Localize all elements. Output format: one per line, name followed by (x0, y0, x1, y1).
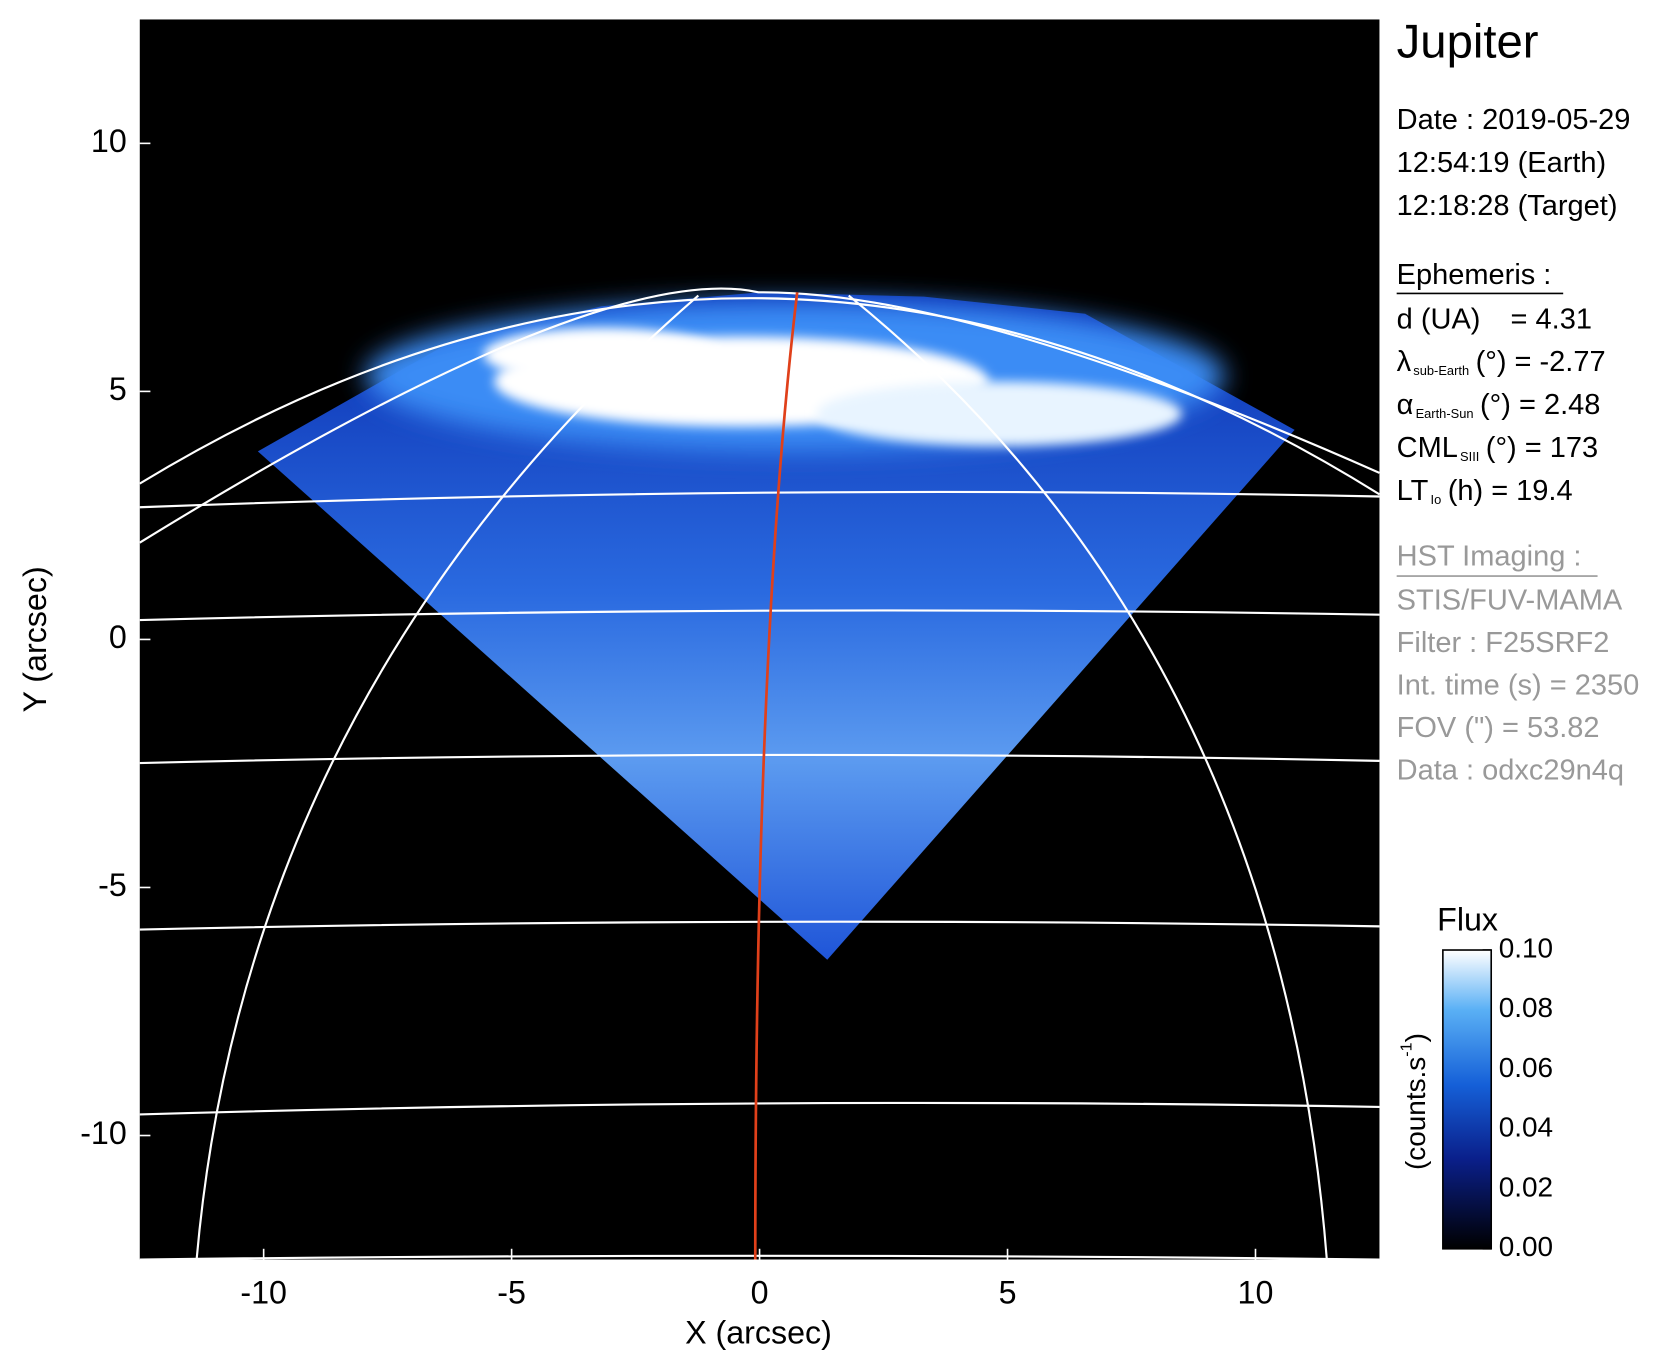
ephemeris-rest: (°) = 2.48 (1480, 389, 1600, 421)
hst-line: STIS/FUV-MAMA (1397, 584, 1623, 616)
ephemeris-sub: Earth-Sun (1416, 406, 1474, 421)
ephemeris-rest: (°) = 173 (1486, 432, 1598, 464)
x-tick-label: -5 (497, 1275, 526, 1311)
ephemeris-sub: SIII (1460, 449, 1479, 464)
axes: -10 -5 0 5 10 -10 -5 0 5 10 0.00 0.02 0.04 0.06 0.08 0.… (80, 123, 1553, 1311)
x-axis-label: X (arcsec) (685, 1314, 832, 1350)
ephemeris-line: LT Io (h) = 19.4 (1397, 475, 1573, 507)
colorbar-label: (counts.s-1) (1398, 1033, 1432, 1170)
ephemeris-rest: = 4.31 (1511, 303, 1592, 335)
ephemeris-rest: (°) = -2.77 (1476, 346, 1606, 378)
hst-line: Data : odxc29n4q (1397, 755, 1624, 787)
ephemeris-name: d (UA) (1397, 303, 1481, 335)
central-meridian (753, 292, 799, 1260)
image-area (139, 19, 1380, 1260)
y-tick-label: 5 (109, 371, 127, 407)
ephemeris-sub: sub-Earth (1413, 363, 1469, 378)
date-line: 12:18:28 (Target) (1397, 190, 1618, 222)
colorbar-title: Flux (1437, 902, 1498, 938)
colorbar-tick-label: 0.04 (1499, 1112, 1553, 1143)
date-line: Date : 2019-05-29 (1397, 104, 1631, 136)
colorbar-tick-label: 0.06 (1499, 1052, 1553, 1083)
ephemeris-line: d (UA) = 4.31 (1397, 303, 1592, 335)
y-tick-label: 10 (91, 123, 127, 159)
ephemeris-heading: Ephemeris : (1397, 259, 1552, 291)
x-tick-label: 10 (1238, 1275, 1274, 1311)
y-tick-label: -5 (98, 867, 127, 903)
x-tick-label: 0 (751, 1275, 769, 1311)
colorbar-label-text: (counts.s (1401, 1057, 1432, 1170)
hst-heading: HST Imaging : (1397, 540, 1582, 572)
colorbar-label-end: ) (1401, 1033, 1432, 1042)
hst-line: Filter : F25SRF2 (1397, 627, 1610, 659)
colorbar (1442, 949, 1493, 1250)
ephemeris-rest: (h) = 19.4 (1448, 475, 1573, 507)
ephemeris-line: CML SIII (°) = 173 (1397, 432, 1598, 464)
date-line: 12:54:19 (Earth) (1397, 147, 1607, 179)
observed-region (257, 292, 1295, 960)
ephemeris-line: α Earth-Sun (°) = 2.48 (1397, 389, 1601, 421)
colorbar-tick-label: 0.10 (1499, 932, 1553, 963)
colorbar-label-sup: -1 (1398, 1042, 1416, 1056)
hst-line: Int. time (s) = 2350 (1397, 670, 1640, 702)
x-tick-label: 5 (999, 1275, 1017, 1311)
ephemeris-name: CML (1397, 432, 1458, 464)
y-axis-label: Y (arcsec) (17, 566, 53, 712)
colorbar-tick-label: 0.02 (1499, 1171, 1553, 1202)
planet-title: Jupiter (1397, 16, 1539, 69)
ephemeris-sub: Io (1431, 492, 1442, 507)
ephemeris-name: LT (1397, 475, 1429, 507)
x-tick-label: -10 (240, 1275, 287, 1311)
ephemeris-name: λ (1397, 346, 1412, 378)
y-tick-label: 0 (109, 619, 127, 655)
colorbar-tick-label: 0.00 (1499, 1231, 1553, 1262)
y-tick-label: -10 (80, 1115, 127, 1151)
hst-line: FOV (") = 53.82 (1397, 712, 1600, 744)
ephemeris-line: λ sub-Earth (°) = -2.77 (1397, 346, 1606, 378)
aurora (365, 300, 1225, 452)
info-panel: Jupiter Ephemeris : HST Imaging : Date :… (1397, 16, 1640, 787)
ephemeris-name: α (1397, 389, 1414, 421)
colorbar-tick-label: 0.08 (1499, 992, 1553, 1023)
